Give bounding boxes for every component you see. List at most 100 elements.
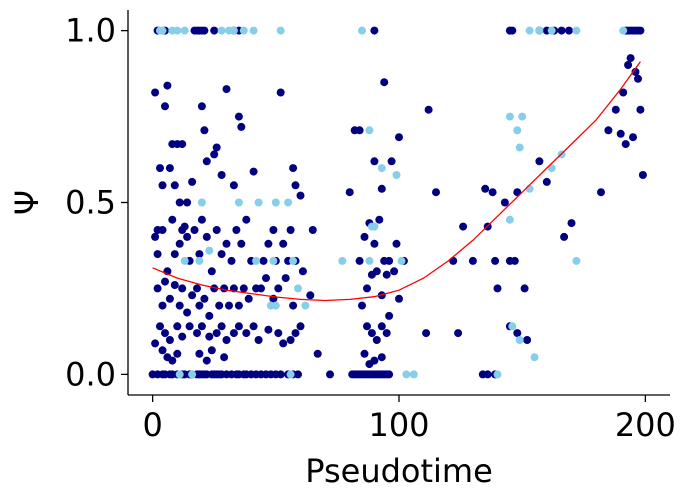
data-point-dark: [454, 329, 463, 338]
data-point-dark: [626, 54, 635, 63]
data-point-dark: [239, 284, 248, 293]
data-point-dark: [385, 311, 394, 320]
data-point-dark: [370, 157, 379, 166]
data-point-light: [508, 322, 517, 331]
data-point-light: [572, 26, 581, 35]
data-point-dark: [510, 256, 519, 265]
data-point-dark: [185, 322, 194, 331]
data-point-dark: [422, 329, 431, 338]
data-point-dark: [385, 370, 394, 379]
data-point-dark: [229, 329, 238, 338]
data-point-dark: [345, 188, 354, 197]
data-point-light: [197, 198, 206, 207]
data-point-dark: [355, 256, 364, 265]
data-point-light: [338, 256, 347, 265]
data-point-light: [271, 301, 280, 310]
data-point-dark: [432, 188, 440, 197]
data-point-dark: [294, 370, 302, 379]
data-point-dark: [542, 177, 551, 186]
data-point-light: [397, 256, 406, 265]
data-point-dark: [161, 277, 169, 286]
data-point-light: [525, 184, 534, 193]
data-point-dark: [237, 122, 246, 131]
data-point-dark: [217, 322, 226, 331]
data-point-light: [173, 26, 182, 35]
data-point-dark: [229, 181, 238, 190]
data-point-dark: [274, 329, 283, 338]
data-point-dark: [217, 250, 226, 259]
x-axis-ticks: 0 100 200: [142, 395, 676, 444]
data-point-light: [505, 112, 514, 121]
data-point-dark: [242, 215, 251, 224]
data-point-dark: [370, 356, 379, 365]
data-point-light: [294, 284, 302, 293]
data-point-dark: [306, 291, 315, 300]
data-point-dark: [363, 284, 371, 293]
data-point-dark: [178, 226, 187, 234]
data-point-dark: [358, 301, 366, 310]
data-point-dark: [249, 322, 258, 331]
data-point-light: [195, 256, 204, 265]
data-point-dark: [188, 177, 197, 186]
data-point-dark: [513, 329, 522, 338]
data-point-dark: [222, 336, 231, 344]
data-point-dark: [390, 267, 399, 276]
data-point-dark: [296, 191, 305, 200]
data-point-dark: [161, 102, 169, 111]
data-point-dark: [565, 26, 573, 35]
data-point-dark: [173, 349, 182, 358]
data-point-dark: [225, 301, 233, 310]
data-point-dark: [367, 329, 376, 338]
data-point-dark: [298, 267, 307, 276]
data-point-dark: [168, 215, 177, 224]
y-axis-title: Ψ: [8, 190, 46, 215]
data-point-dark: [520, 284, 529, 293]
data-point-dark: [459, 222, 468, 231]
data-point-light: [515, 143, 524, 152]
data-point-dark: [188, 291, 197, 300]
data-point-dark: [313, 349, 322, 358]
x-tick-label: 100: [368, 406, 429, 444]
data-point-dark: [170, 181, 179, 190]
data-point-dark: [567, 219, 576, 228]
data-point-light: [158, 26, 167, 35]
data-point-dark: [193, 329, 201, 338]
data-point-dark: [234, 322, 243, 331]
data-point-dark: [387, 157, 396, 166]
data-point-dark: [161, 329, 169, 338]
data-point-dark: [355, 126, 364, 135]
data-point-light: [269, 256, 278, 265]
data-point-light: [513, 126, 522, 135]
data-point-dark: [158, 226, 167, 234]
data-point-dark: [264, 325, 273, 334]
data-point-dark: [202, 157, 211, 166]
data-point-dark: [151, 339, 160, 348]
data-point-dark: [156, 164, 164, 173]
data-point-dark: [392, 239, 401, 248]
data-point-light: [493, 370, 502, 379]
data-point-light: [365, 256, 374, 265]
data-point-light: [271, 198, 280, 207]
y-tick-label: 0.5: [65, 184, 116, 222]
data-point-dark: [210, 26, 219, 35]
data-point-dark: [377, 322, 386, 331]
data-point-dark: [175, 239, 184, 248]
data-point-dark: [183, 308, 192, 317]
data-point-dark: [195, 250, 204, 259]
data-point-dark: [165, 164, 174, 173]
data-point-light: [229, 26, 238, 35]
data-point-dark: [227, 256, 236, 265]
data-point-dark: [212, 329, 221, 338]
data-point-light: [180, 256, 189, 265]
data-point-dark: [183, 198, 192, 207]
data-point-dark: [207, 267, 216, 276]
data-point-dark: [276, 370, 285, 379]
y-tick-label: 1.0: [65, 12, 116, 50]
data-point-light: [619, 26, 628, 35]
data-point-dark: [165, 336, 174, 344]
data-point-dark: [493, 284, 502, 293]
data-point-dark: [326, 370, 334, 379]
data-point-dark: [193, 284, 201, 293]
data-point-dark: [202, 356, 211, 365]
data-point-dark: [217, 171, 226, 179]
